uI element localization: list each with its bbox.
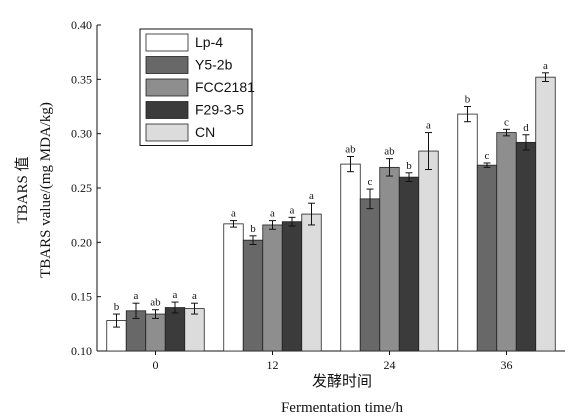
significance-label: ab bbox=[384, 146, 395, 158]
significance-label: a bbox=[426, 120, 431, 132]
significance-label: b bbox=[114, 301, 120, 313]
bar-fcc2181-12h bbox=[262, 224, 283, 352]
y-axis-title-en: TBARS value/(mg MDA/kg) bbox=[38, 102, 54, 278]
significance-label: ab bbox=[345, 143, 356, 155]
x-tick-label: 36 bbox=[501, 358, 513, 372]
y-tick-label: 0.10 bbox=[71, 344, 92, 358]
bar-fcc2181-36h bbox=[496, 132, 517, 352]
legend-swatch bbox=[145, 33, 189, 52]
bar-fcc2181-24h bbox=[379, 166, 400, 352]
legend: Lp-4 Y5-2b FCC2181 F29-3-5 CN bbox=[139, 28, 255, 146]
y-tick-label: 0.35 bbox=[71, 72, 92, 86]
significance-label: c bbox=[368, 176, 373, 188]
significance-label: d bbox=[523, 122, 529, 134]
legend-swatch bbox=[145, 56, 189, 74]
bar-cn-12h bbox=[301, 213, 322, 352]
significance-label: a bbox=[543, 60, 548, 72]
legend-label: FCC2181 bbox=[195, 79, 255, 95]
bar-cn-0h bbox=[184, 308, 205, 352]
bar-f29-3-5-36h bbox=[515, 141, 537, 352]
significance-label: c bbox=[485, 150, 490, 162]
legend-label: Y5-2b bbox=[195, 57, 233, 73]
y-tick-label: 0.15 bbox=[71, 290, 92, 304]
significance-label: a bbox=[134, 290, 139, 302]
bar-cn-36h bbox=[535, 76, 556, 352]
y-tick-label: 0.30 bbox=[71, 127, 92, 141]
bar-y5-2b-36h bbox=[476, 164, 498, 352]
significance-label: a bbox=[231, 208, 236, 220]
y-axis-title-cn: TBARS 值 bbox=[14, 156, 31, 223]
significance-label: b bbox=[406, 160, 412, 172]
x-tick-label: 24 bbox=[384, 358, 396, 372]
bar-fcc2181-0h bbox=[145, 313, 166, 352]
significance-label: a bbox=[192, 290, 197, 302]
legend-swatch bbox=[145, 123, 189, 142]
x-tick-label: 0 bbox=[153, 358, 159, 372]
significance-label: a bbox=[309, 190, 314, 202]
y-axis-title-group: TBARS 值 TBARS value/(mg MDA/kg) bbox=[14, 102, 54, 278]
x-axis-title-en: Fermentation time/h bbox=[281, 400, 404, 416]
legend-label: CN bbox=[195, 124, 215, 140]
bar-f29-3-5-12h bbox=[281, 221, 303, 352]
legend-swatch bbox=[145, 78, 189, 97]
significance-label: a bbox=[173, 289, 178, 301]
significance-label: b bbox=[250, 223, 256, 235]
significance-label: ab bbox=[150, 297, 161, 309]
x-axis-title-cn: 发酵时间 bbox=[312, 373, 372, 390]
bar-cn-24h bbox=[418, 150, 439, 352]
significance-label: b bbox=[465, 94, 471, 106]
x-tick-label: 12 bbox=[267, 358, 279, 372]
significance-label: a bbox=[290, 204, 295, 216]
significance-label: a bbox=[270, 208, 275, 220]
significance-label: c bbox=[504, 116, 509, 128]
legend-swatch bbox=[145, 101, 189, 119]
bar-f29-3-5-0h bbox=[164, 307, 186, 352]
bar-lp-4-36h bbox=[457, 113, 478, 352]
bar-lp-4-24h bbox=[340, 163, 361, 352]
y-tick-label: 0.40 bbox=[71, 18, 92, 32]
legend-label: F29-3-5 bbox=[195, 102, 244, 118]
y-tick-label: 0.20 bbox=[71, 235, 92, 249]
bar-y5-2b-12h bbox=[242, 239, 264, 352]
bar-lp-4-12h bbox=[223, 223, 244, 352]
legend-label: Lp-4 bbox=[195, 34, 223, 50]
bar-y5-2b-24h bbox=[359, 198, 381, 352]
y-tick-label: 0.25 bbox=[71, 181, 92, 195]
bar-f29-3-5-24h bbox=[398, 176, 420, 352]
